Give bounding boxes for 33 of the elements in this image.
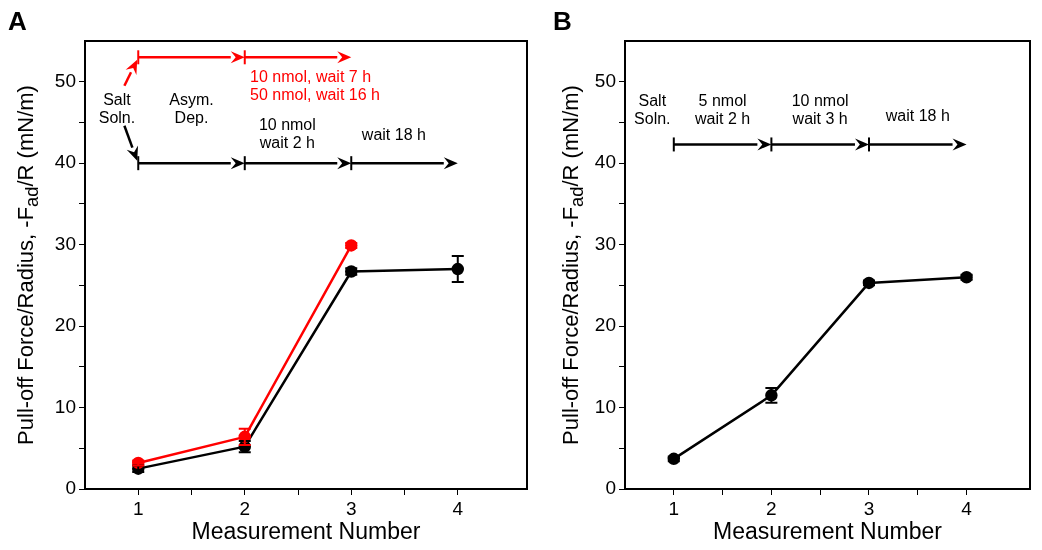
annotation: Asym. Dep. (169, 91, 214, 128)
annotation: 10 nmol wait 3 h (791, 92, 849, 129)
y-tick-label: 10 (594, 395, 616, 417)
annotation: wait 18 h (885, 106, 950, 125)
y-tick-label: 40 (54, 151, 76, 173)
annotation: 10 nmol wait 2 h (258, 115, 316, 152)
y-tick-label: 30 (54, 232, 76, 254)
x-tick-label: 4 (961, 497, 973, 519)
annotation: 5 nmol wait 2 h (695, 92, 751, 129)
y-tick-label: 20 (54, 314, 76, 336)
x-tick-label: 1 (132, 497, 144, 519)
x-tick-label: 2 (239, 497, 251, 519)
chart-title: B (553, 6, 572, 37)
x-axis-title: Measurement Number (713, 517, 943, 544)
x-tick-label: 4 (452, 497, 464, 519)
y-tick-label: 50 (54, 69, 76, 91)
annotation: 10 nmol, wait 7 h 50 nmol, wait 16 h (250, 67, 380, 104)
x-tick-label: 3 (345, 497, 357, 519)
chart-title: A (8, 6, 27, 37)
x-axis-title: Measurement Number (191, 517, 421, 544)
y-tick-label: 40 (594, 151, 616, 173)
x-tick-label: 3 (863, 497, 875, 519)
annotation: wait 18 h (361, 126, 426, 145)
y-tick-label: 10 (54, 395, 76, 417)
annotation: Salt Soln. (98, 91, 136, 128)
y-tick-label: 0 (65, 477, 76, 499)
x-tick-label: 2 (766, 497, 777, 519)
x-tick-label: 1 (668, 497, 680, 519)
y-tick-label: 50 (594, 69, 616, 91)
y-tick-label: 0 (605, 477, 616, 499)
y-tick-label: 20 (594, 314, 616, 336)
annotation: Salt Soln. (634, 92, 671, 129)
y-tick-label: 30 (594, 232, 616, 254)
